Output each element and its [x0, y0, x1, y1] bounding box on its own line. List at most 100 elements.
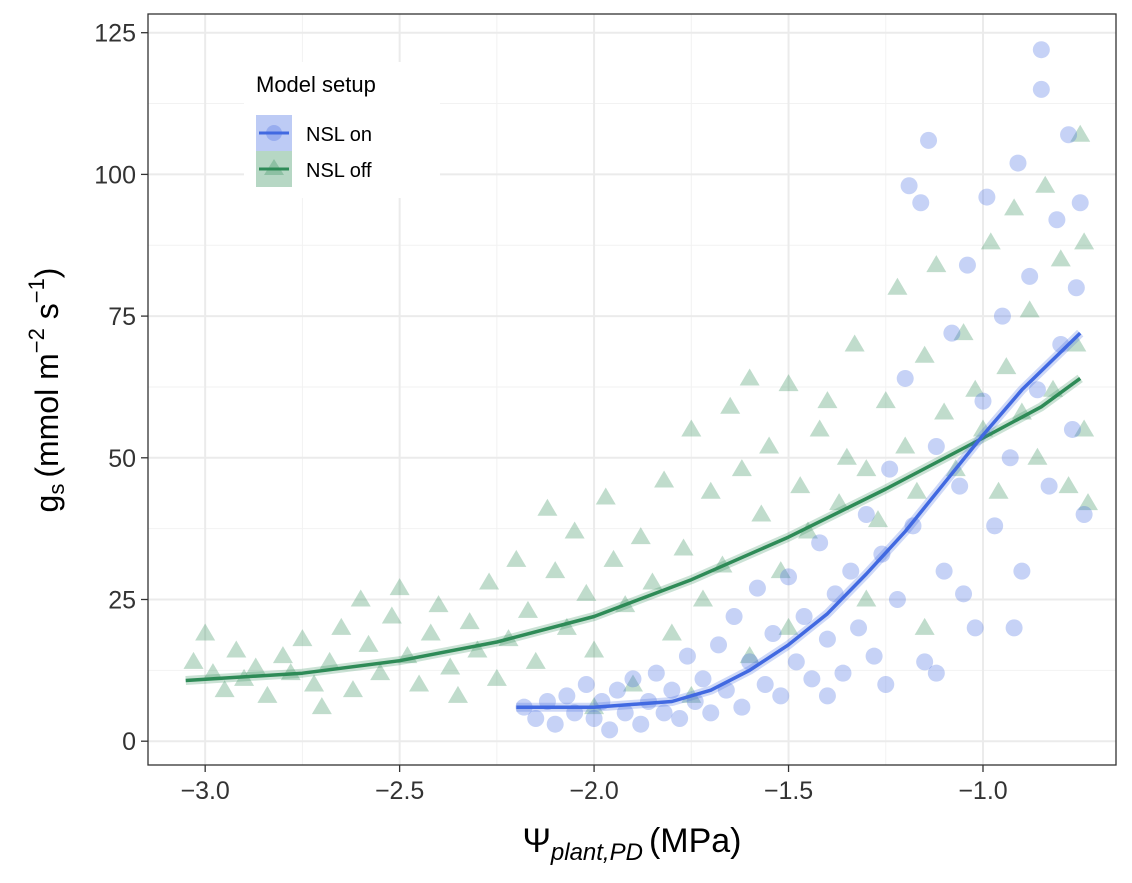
point-nsl-on — [888, 590, 906, 608]
point-nsl-on — [1028, 381, 1046, 399]
point-nsl-off — [459, 612, 480, 630]
legend-title: Model setup — [256, 72, 376, 97]
point-nsl-on — [694, 670, 712, 688]
point-nsl-on — [702, 704, 720, 722]
y-tick-label: 25 — [108, 586, 136, 614]
point-nsl-on — [1060, 126, 1078, 144]
fit-lines — [185, 329, 1084, 712]
point-nsl-on — [1001, 449, 1019, 467]
panel-border — [147, 13, 1117, 766]
point-nsl-on — [1071, 194, 1089, 212]
point-nsl-off — [759, 436, 780, 454]
point-nsl-off — [972, 419, 993, 437]
point-nsl-off — [311, 697, 332, 715]
point-nsl-off — [692, 589, 713, 607]
points-nsl-on — [515, 41, 1093, 739]
x-tick-label: −1.5 — [764, 777, 813, 805]
y-tick-label: 0 — [122, 728, 136, 756]
point-nsl-off — [389, 578, 410, 596]
point-nsl-on — [1021, 267, 1039, 285]
point-nsl-off — [906, 481, 927, 499]
point-nsl-on — [1032, 80, 1050, 98]
point-nsl-off — [486, 668, 507, 686]
point-nsl-off — [739, 646, 760, 664]
point-nsl-on — [608, 681, 626, 699]
point-nsl-off — [214, 680, 235, 698]
point-nsl-on — [678, 647, 696, 665]
point-nsl-off — [844, 334, 865, 352]
point-nsl-off — [914, 345, 935, 363]
point-nsl-on — [974, 392, 992, 410]
point-nsl-off — [778, 374, 799, 392]
point-nsl-on — [920, 131, 938, 149]
point-nsl-off — [700, 481, 721, 499]
point-nsl-on — [818, 630, 836, 648]
point-nsl-on — [1009, 154, 1027, 172]
point-nsl-off — [1004, 198, 1025, 216]
point-nsl-off — [856, 589, 877, 607]
point-nsl-off — [1074, 419, 1095, 437]
point-nsl-off — [479, 572, 500, 590]
point-nsl-on — [616, 704, 634, 722]
point-nsl-off — [1066, 334, 1087, 352]
point-nsl-on — [558, 687, 576, 705]
point-nsl-off — [564, 521, 585, 539]
point-nsl-off — [584, 640, 605, 658]
legend: Model setup NSL on NSL off — [244, 62, 440, 198]
point-nsl-off — [537, 498, 558, 516]
x-tick-label: −2.5 — [375, 777, 424, 805]
point-nsl-on — [865, 647, 883, 665]
point-nsl-off — [1077, 493, 1098, 511]
point-nsl-off — [654, 470, 675, 488]
point-nsl-on — [671, 710, 689, 728]
legend-key-nsl-on — [256, 115, 292, 151]
point-nsl-off — [409, 674, 430, 692]
point-nsl-on — [710, 636, 728, 654]
point-nsl-on — [655, 704, 673, 722]
point-nsl-on — [850, 619, 868, 637]
triangle-icon — [264, 159, 284, 175]
point-nsl-on — [978, 188, 996, 206]
point-nsl-off — [195, 623, 216, 641]
point-nsl-on — [896, 369, 914, 387]
point-nsl-off — [817, 391, 838, 409]
point-nsl-on — [527, 710, 545, 728]
point-nsl-off — [622, 674, 643, 692]
y-tick-label: 100 — [94, 161, 136, 189]
point-nsl-on — [951, 477, 969, 495]
point-nsl-off — [1050, 249, 1071, 267]
y-tick-label: 75 — [108, 303, 136, 331]
point-nsl-off — [304, 674, 325, 692]
point-nsl-off — [245, 657, 266, 675]
point-nsl-off — [506, 549, 527, 567]
point-nsl-off — [183, 651, 204, 669]
point-nsl-off — [525, 651, 546, 669]
point-nsl-off — [630, 527, 651, 545]
point-nsl-off — [447, 685, 468, 703]
point-nsl-on — [624, 670, 642, 688]
point-nsl-on — [1032, 41, 1050, 59]
point-nsl-off — [595, 487, 616, 505]
point-nsl-off — [358, 634, 379, 652]
point-nsl-on — [632, 715, 650, 733]
point-nsl-on — [748, 579, 766, 597]
point-nsl-off — [914, 617, 935, 635]
point-nsl-on — [916, 653, 934, 671]
point-nsl-on — [900, 177, 918, 195]
point-nsl-on — [935, 562, 953, 580]
point-nsl-on — [1075, 505, 1093, 523]
point-nsl-off — [642, 572, 663, 590]
point-nsl-off — [809, 419, 830, 437]
point-nsl-on — [966, 619, 984, 637]
point-nsl-off — [739, 368, 760, 386]
point-nsl-off — [661, 623, 682, 641]
point-nsl-on — [927, 664, 945, 682]
point-nsl-on — [803, 670, 821, 688]
x-axis-title: Ψplant,PD (MPa) — [522, 822, 741, 866]
point-nsl-on — [780, 568, 798, 586]
point-nsl-off — [292, 629, 313, 647]
point-nsl-off — [681, 419, 702, 437]
point-nsl-off — [1070, 124, 1091, 142]
point-nsl-off — [370, 663, 391, 681]
point-nsl-on — [764, 625, 782, 643]
